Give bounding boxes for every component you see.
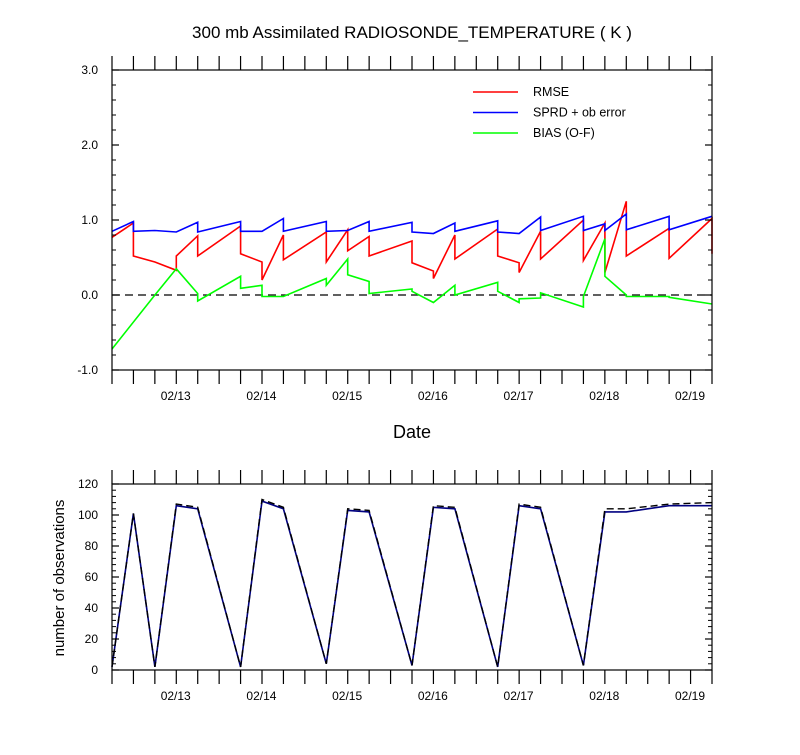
series-line-bias-o-f <box>111 238 713 350</box>
x-tick-label: 02/14 <box>246 689 276 703</box>
series-line-sprd-ob-error <box>111 212 713 235</box>
x-tick-label: 02/15 <box>332 689 362 703</box>
y-tick-label: 120 <box>78 477 98 491</box>
top-chart-ticks: -1.0 0.0 1.0 2.0 3.0 02/13 02/14 02/15 02/16 02/1… <box>77 56 713 403</box>
y-tick-label: 2.0 <box>81 138 98 152</box>
legend-label-rmse: RMSE <box>533 85 569 99</box>
x-tick-label: 02/15 <box>332 389 362 403</box>
x-tick-label: 02/19 <box>675 389 705 403</box>
legend: RMSE SPRD + ob error BIAS (O-F) <box>473 85 626 140</box>
y-tick-label: 0 <box>91 663 98 677</box>
y-tick-label: 40 <box>85 601 99 615</box>
x-tick-label: 02/18 <box>589 389 619 403</box>
x-tick-label: 02/18 <box>589 689 619 703</box>
x-tick-label: 02/13 <box>161 689 191 703</box>
x-tick-label: 02/17 <box>504 389 534 403</box>
x-tick-label: 02/13 <box>161 389 191 403</box>
series-line-observations-dashed <box>111 498 713 668</box>
x-tick-label: 02/16 <box>418 689 448 703</box>
bottom-chart-ticks: 0 20 40 60 80 100 120 02/13 02/14 02/15 02/16 02/17… <box>78 470 713 703</box>
y-tick-label: 0.0 <box>81 288 98 302</box>
y-tick-label: 20 <box>85 632 99 646</box>
bottom-chart-series-group <box>111 498 713 668</box>
bottom-chart: 0 20 40 60 80 100 120 02/13 02/14 02/15 02/16 02/17… <box>51 470 713 703</box>
x-tick-label: 02/17 <box>504 689 534 703</box>
x-tick-label: 02/19 <box>675 689 705 703</box>
legend-label-bias-o-f: BIAS (O-F) <box>533 126 595 140</box>
y-tick-label: 3.0 <box>81 63 98 77</box>
top-chart-series-group <box>111 201 713 350</box>
y-tick-label: 80 <box>85 539 99 553</box>
x-tick-label: 02/16 <box>418 389 448 403</box>
top-chart: 300 mb Assimilated RADIOSONDE_TEMPERATUR… <box>77 23 713 442</box>
series-line-rmse <box>111 201 713 281</box>
y-tick-label: 60 <box>85 570 99 584</box>
y-tick-label: 1.0 <box>81 213 98 227</box>
y-tick-label: 100 <box>78 508 98 522</box>
y-axis-label-observations: number of observations <box>51 500 68 657</box>
chart-title: 300 mb Assimilated RADIOSONDE_TEMPERATUR… <box>192 23 632 42</box>
legend-label-sprd-ob-error: SPRD + ob error <box>533 106 626 120</box>
series-line-observations-solid <box>111 500 712 668</box>
y-tick-label: -1.0 <box>77 363 98 377</box>
x-axis-label: Date <box>393 422 431 442</box>
x-tick-label: 02/14 <box>246 389 276 403</box>
